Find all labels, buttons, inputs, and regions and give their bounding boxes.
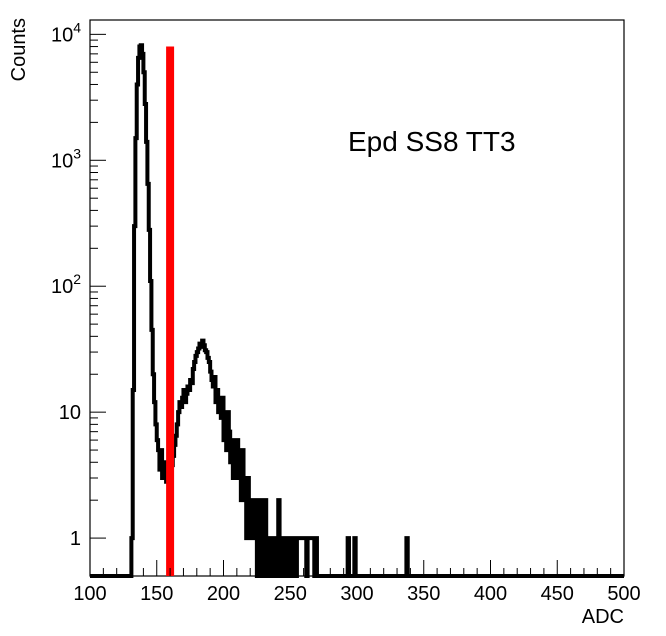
x-tick-label: 100 — [73, 583, 106, 605]
x-tick-label: 300 — [340, 583, 373, 605]
axis-ticks: 100 150 200 250 300 350 400 450 500 1 10 102 103 104 — [51, 19, 641, 605]
x-tick-label: 350 — [407, 583, 440, 605]
histogram-series — [90, 43, 624, 578]
x-tick-label: 500 — [607, 583, 640, 605]
y-tick-label: 103 — [51, 145, 81, 172]
chart-annotation: Epd SS8 TT3 — [348, 126, 516, 157]
y-tick-label: 10 — [59, 402, 81, 424]
y-axis-label: Counts — [8, 18, 30, 81]
y-tick-label: 1 — [70, 528, 81, 550]
x-tick-label: 150 — [140, 583, 173, 605]
y-tick-label: 104 — [51, 19, 81, 46]
x-tick-label: 200 — [207, 583, 240, 605]
x-axis-label: ADC — [582, 606, 624, 628]
x-tick-label: 400 — [474, 583, 507, 605]
histogram-line — [90, 43, 624, 578]
x-tick-label: 250 — [274, 583, 307, 605]
y-tick-label: 102 — [51, 271, 81, 298]
x-tick-label: 450 — [541, 583, 574, 605]
